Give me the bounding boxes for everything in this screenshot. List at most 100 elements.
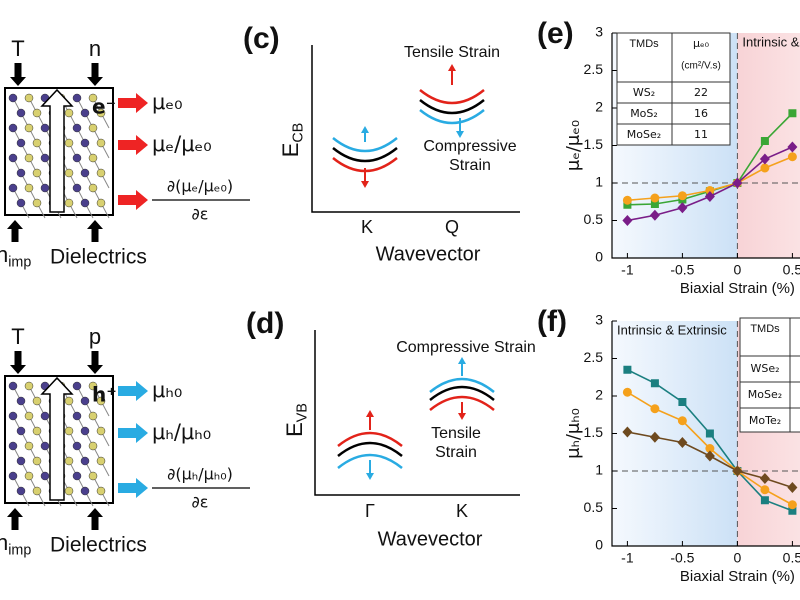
data-point <box>649 431 660 443</box>
lattice-atom <box>16 168 26 178</box>
data-point <box>677 202 688 214</box>
current-arrow <box>40 376 74 501</box>
block-arrow <box>118 135 148 155</box>
lattice-atom <box>80 426 90 436</box>
mobility-label: μₑ₀ <box>152 90 183 114</box>
table-frame <box>616 32 731 146</box>
x-tick-label: -0.5 <box>670 550 694 566</box>
table-cell: MoSe₂ <box>748 388 782 401</box>
band-curve <box>332 137 398 153</box>
lattice-atom <box>40 183 50 193</box>
lattice-atom <box>24 471 34 481</box>
lattice-atom <box>32 426 42 436</box>
lattice-atom <box>64 426 74 436</box>
lattice-atom <box>96 396 106 406</box>
lattice-atom <box>72 93 82 103</box>
data-point <box>759 153 770 165</box>
lattice-atom <box>72 183 82 193</box>
lattice-atom <box>96 198 106 208</box>
data-point <box>732 177 743 189</box>
band-curve <box>332 147 398 163</box>
data-point <box>650 193 660 203</box>
band-curve <box>419 89 485 105</box>
lattice-atom <box>16 138 26 148</box>
lattice-atom <box>64 456 74 466</box>
data-point <box>622 387 632 397</box>
lattice-atom <box>8 441 18 451</box>
x-axis-label: Biaxial Strain (%) <box>680 568 795 585</box>
y-axis-label: EVB <box>282 403 311 437</box>
tensile-label: Strain <box>435 444 477 461</box>
lattice-atom <box>32 396 42 406</box>
data-point <box>705 444 715 453</box>
lattice-atom <box>8 183 18 193</box>
lattice-atom <box>72 153 82 163</box>
table-cell: MoS₂ <box>630 107 658 120</box>
x-tick-label: 0 <box>734 550 742 566</box>
data-point <box>705 186 715 195</box>
compressive-label: Compressive Strain <box>396 339 536 356</box>
y-tick-label: 2 <box>595 387 603 403</box>
top-label: T <box>11 36 24 61</box>
block-arrow <box>87 220 103 242</box>
lattice-atom <box>8 471 18 481</box>
data-point <box>759 473 770 484</box>
y-tick-label: 2 <box>595 99 603 115</box>
block-arrow <box>7 508 23 530</box>
lattice-atom <box>24 123 34 133</box>
data-point <box>677 437 688 448</box>
band-curve <box>419 109 485 125</box>
block-arrow <box>10 63 26 86</box>
table-cell: WS₂ <box>633 86 655 99</box>
strain-arrow-head <box>458 413 466 420</box>
lattice-atom <box>88 123 98 133</box>
x-axis-label: Biaxial Strain (%) <box>680 280 795 297</box>
lattice-atom <box>88 441 98 451</box>
lattice-atom <box>24 153 34 163</box>
table-cell: 16 <box>694 107 708 120</box>
data-point <box>760 137 769 145</box>
derivative-denominator: ∂ε <box>192 493 209 512</box>
block-arrow <box>7 220 23 242</box>
lattice-atom <box>88 381 98 391</box>
data-point <box>704 191 715 202</box>
top-label: T <box>11 324 24 349</box>
data-point <box>623 365 632 374</box>
data-point <box>650 404 660 414</box>
panel-label: (e) <box>537 17 574 50</box>
data-point <box>650 379 659 388</box>
lattice-atom <box>16 456 26 466</box>
data-point <box>787 500 797 510</box>
lattice-atom <box>24 93 34 103</box>
y-axis-label: μₑ/μₑ₀ <box>563 120 584 171</box>
lattice-atom <box>64 138 74 148</box>
lattice-atom <box>80 396 90 406</box>
lattice-atom <box>72 411 82 421</box>
x-tick-label: -1 <box>621 550 634 566</box>
lattice-atom <box>96 108 106 118</box>
lattice-atom <box>96 138 106 148</box>
lattice-atom <box>40 441 50 451</box>
data-point <box>704 450 715 462</box>
lattice-atom <box>40 411 50 421</box>
data-point <box>788 506 797 515</box>
lattice-atom <box>32 108 42 118</box>
lattice-atom <box>88 183 98 193</box>
impurity-label-base: n <box>0 530 8 555</box>
block-arrow <box>118 478 148 498</box>
lattice-atom <box>8 153 18 163</box>
x-tick-label: 0.5 <box>783 550 800 566</box>
lattice-atom <box>16 198 26 208</box>
band-curve <box>337 441 403 457</box>
y-tick-label: 0.5 <box>584 499 604 515</box>
data-point <box>677 416 687 426</box>
lattice-atom <box>88 153 98 163</box>
mobility-label: μₕ/μₕ₀ <box>152 420 211 444</box>
dielectrics-label: Dielectrics <box>50 246 147 269</box>
band-curve <box>337 431 403 447</box>
lattice-atom <box>88 411 98 421</box>
data-point <box>787 482 798 493</box>
lattice-atom <box>80 198 90 208</box>
top-label: p <box>89 324 101 349</box>
lattice-atom <box>80 168 90 178</box>
